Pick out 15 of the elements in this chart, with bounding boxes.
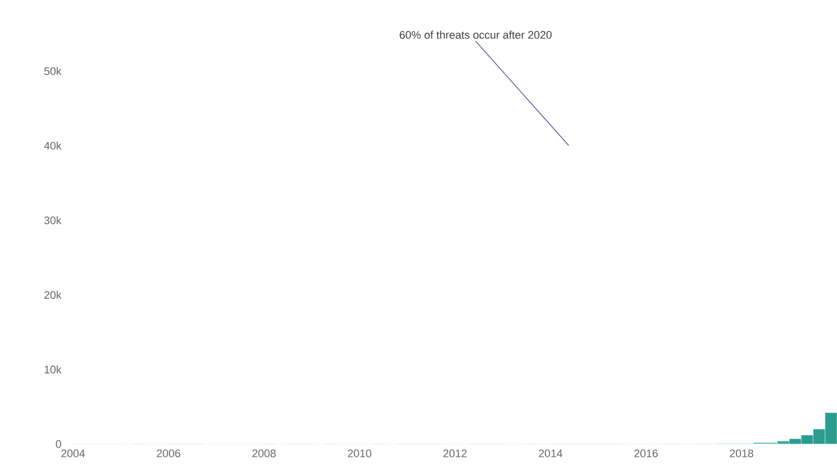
- text: 60% of threats occur after 2020: [400, 30, 552, 39]
- y-tick-label: 20k: [44, 290, 62, 299]
- x-tick-label: 2008: [252, 450, 276, 458]
- x-tick-label: 2012: [443, 450, 467, 458]
- x-tick-label: 2016: [634, 450, 658, 458]
- x-tick-label: 2014: [538, 450, 562, 458]
- y-tick-label: 10k: [44, 365, 62, 374]
- y-tick-label: 0: [56, 440, 62, 448]
- x-tick-label: 2004: [61, 450, 85, 458]
- y-tick-label: 30k: [44, 216, 62, 224]
- y-tick-label: 50k: [44, 66, 62, 76]
- x-tick-label: 2010: [348, 450, 372, 458]
- y-tick-label: 40k: [44, 142, 62, 150]
- x-tick-label: 2018: [730, 450, 754, 458]
- x-tick-label: 2006: [156, 450, 180, 458]
